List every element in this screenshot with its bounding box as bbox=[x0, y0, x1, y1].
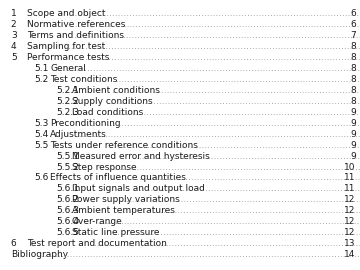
Text: Power supply variations: Power supply variations bbox=[72, 195, 180, 204]
Text: Sampling for test: Sampling for test bbox=[27, 42, 105, 51]
Text: 9: 9 bbox=[350, 141, 356, 150]
Text: 5.6.2: 5.6.2 bbox=[56, 195, 79, 204]
Text: Normative references: Normative references bbox=[27, 20, 125, 29]
Text: 8: 8 bbox=[350, 97, 356, 106]
Text: ................................................................................: ........................................… bbox=[76, 130, 360, 139]
Text: ................................................................................: ........................................… bbox=[95, 217, 360, 226]
Text: Input signals and output load: Input signals and output load bbox=[72, 184, 205, 193]
Text: 9: 9 bbox=[350, 108, 356, 117]
Text: ................................................................................: ........................................… bbox=[102, 163, 360, 171]
Text: 10: 10 bbox=[344, 163, 356, 171]
Text: 5.6.1: 5.6.1 bbox=[56, 184, 79, 193]
Text: 5.6: 5.6 bbox=[34, 174, 49, 183]
Text: ................................................................................: ........................................… bbox=[106, 108, 360, 117]
Text: 7: 7 bbox=[350, 31, 356, 40]
Text: 12: 12 bbox=[344, 217, 356, 226]
Text: 6: 6 bbox=[11, 239, 17, 248]
Text: 5.2: 5.2 bbox=[34, 75, 49, 84]
Text: Step response: Step response bbox=[72, 163, 137, 171]
Text: ................................................................................: ........................................… bbox=[84, 119, 360, 128]
Text: General: General bbox=[50, 64, 86, 73]
Text: 5.2.2: 5.2.2 bbox=[56, 97, 78, 106]
Text: Ambient conditions: Ambient conditions bbox=[72, 86, 160, 95]
Text: ................................................................................: ........................................… bbox=[117, 206, 360, 215]
Text: 5.4: 5.4 bbox=[34, 130, 49, 139]
Text: Preconditioning: Preconditioning bbox=[50, 119, 121, 128]
Text: 11: 11 bbox=[344, 174, 356, 183]
Text: Measured error and hysteresis: Measured error and hysteresis bbox=[72, 152, 210, 161]
Text: 1: 1 bbox=[11, 9, 17, 18]
Text: 12: 12 bbox=[344, 206, 356, 215]
Text: ................................................................................: ........................................… bbox=[110, 97, 360, 106]
Text: 5.6.4: 5.6.4 bbox=[56, 217, 79, 226]
Text: 5: 5 bbox=[11, 53, 17, 62]
Text: 5.5.2: 5.5.2 bbox=[56, 163, 79, 171]
Text: Test report and documentation: Test report and documentation bbox=[27, 239, 167, 248]
Text: 13: 13 bbox=[344, 239, 356, 248]
Text: 11: 11 bbox=[344, 184, 356, 193]
Text: Adjustments: Adjustments bbox=[50, 130, 107, 139]
Text: 9: 9 bbox=[350, 130, 356, 139]
Text: 14: 14 bbox=[344, 250, 356, 259]
Text: 4: 4 bbox=[11, 42, 17, 51]
Text: Test conditions: Test conditions bbox=[50, 75, 118, 84]
Text: 5.3: 5.3 bbox=[34, 119, 49, 128]
Text: 8: 8 bbox=[350, 42, 356, 51]
Text: 5.5: 5.5 bbox=[34, 141, 49, 150]
Text: 9: 9 bbox=[350, 152, 356, 161]
Text: ................................................................................: ........................................… bbox=[65, 53, 360, 62]
Text: Performance tests: Performance tests bbox=[27, 53, 109, 62]
Text: ................................................................................: ........................................… bbox=[117, 228, 360, 237]
Text: Scope and object: Scope and object bbox=[27, 9, 105, 18]
Text: 5.5.1: 5.5.1 bbox=[56, 152, 79, 161]
Text: 5.2.3: 5.2.3 bbox=[56, 108, 79, 117]
Text: ................................................................................: ........................................… bbox=[121, 141, 360, 150]
Text: 6: 6 bbox=[350, 20, 356, 29]
Text: ................................................................................: ........................................… bbox=[72, 20, 360, 29]
Text: ................................................................................: ........................................… bbox=[91, 239, 360, 248]
Text: Ambient temperatures: Ambient temperatures bbox=[72, 206, 175, 215]
Text: 8: 8 bbox=[350, 53, 356, 62]
Text: 6: 6 bbox=[350, 9, 356, 18]
Text: Tests under reference conditions: Tests under reference conditions bbox=[50, 141, 198, 150]
Text: Bibliography: Bibliography bbox=[11, 250, 68, 259]
Text: ................................................................................: ........................................… bbox=[136, 184, 360, 193]
Text: ................................................................................: ........................................… bbox=[63, 9, 360, 18]
Text: 8: 8 bbox=[350, 86, 356, 95]
Text: 12: 12 bbox=[344, 195, 356, 204]
Text: ................................................................................: ........................................… bbox=[123, 195, 360, 204]
Text: Effects of influence quantities: Effects of influence quantities bbox=[50, 174, 186, 183]
Text: Supply conditions: Supply conditions bbox=[72, 97, 153, 106]
Text: ................................................................................: ........................................… bbox=[65, 42, 360, 51]
Text: ................................................................................: ........................................… bbox=[67, 64, 360, 73]
Text: ................................................................................: ........................................… bbox=[38, 250, 360, 259]
Text: 9: 9 bbox=[350, 119, 356, 128]
Text: Static line pressure: Static line pressure bbox=[72, 228, 159, 237]
Text: 2: 2 bbox=[11, 20, 17, 29]
Text: 8: 8 bbox=[350, 64, 356, 73]
Text: 3: 3 bbox=[11, 31, 17, 40]
Text: 5.2.1: 5.2.1 bbox=[56, 86, 79, 95]
Text: 12: 12 bbox=[344, 228, 356, 237]
Text: 5.6.3: 5.6.3 bbox=[56, 206, 79, 215]
Text: 5.6.5: 5.6.5 bbox=[56, 228, 79, 237]
Text: ................................................................................: ........................................… bbox=[74, 31, 360, 40]
Text: 5.1: 5.1 bbox=[34, 64, 49, 73]
Text: 8: 8 bbox=[350, 75, 356, 84]
Text: ................................................................................: ........................................… bbox=[136, 152, 360, 161]
Text: Terms and definitions: Terms and definitions bbox=[27, 31, 124, 40]
Text: ................................................................................: ........................................… bbox=[84, 75, 360, 84]
Text: Over-range: Over-range bbox=[72, 217, 123, 226]
Text: Load conditions: Load conditions bbox=[72, 108, 143, 117]
Text: ................................................................................: ........................................… bbox=[119, 174, 360, 183]
Text: ................................................................................: ........................................… bbox=[112, 86, 360, 95]
